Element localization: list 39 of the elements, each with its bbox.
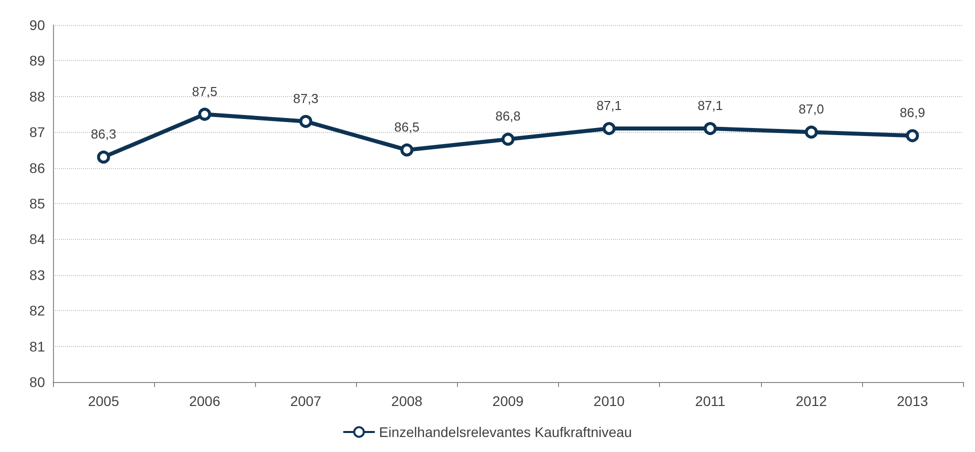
y-tick-label: 87 bbox=[29, 124, 46, 140]
data-label: 86,9 bbox=[900, 105, 926, 120]
point bbox=[906, 129, 919, 142]
y-tick-label: 85 bbox=[29, 196, 46, 212]
x-tick-label: 2010 bbox=[594, 393, 625, 409]
x-tick-label: 2013 bbox=[896, 393, 928, 409]
x-tick-label: 2008 bbox=[391, 393, 423, 409]
data-label: 86,5 bbox=[394, 119, 420, 134]
y-tick-label: 80 bbox=[29, 374, 46, 390]
point bbox=[502, 132, 514, 146]
y-tick-label: 83 bbox=[29, 266, 46, 283]
point bbox=[704, 122, 717, 136]
y-tick-label: 89 bbox=[29, 52, 46, 69]
x-tick-label: 2009 bbox=[492, 393, 524, 409]
data-label: 87,1 bbox=[596, 98, 622, 114]
data-label: 87,5 bbox=[192, 84, 218, 99]
y-tick-label: 90 bbox=[29, 17, 46, 33]
data-label: 86,8 bbox=[495, 108, 521, 124]
legend-label: Einzelhandelsrelevantes Kaufkraftniveau bbox=[379, 424, 632, 440]
x-tick-label: 2005 bbox=[88, 393, 120, 409]
point bbox=[299, 114, 312, 128]
y-tick-label: 82 bbox=[29, 302, 46, 319]
x-tick-label: 2011 bbox=[695, 393, 726, 409]
y-tick-label: 84 bbox=[29, 231, 46, 248]
point bbox=[97, 150, 110, 164]
point bbox=[400, 143, 414, 156]
y-tick-label: 86 bbox=[29, 160, 46, 176]
data-label: 86,3 bbox=[90, 126, 116, 142]
point bbox=[602, 122, 616, 136]
y-tick-label: 88 bbox=[29, 88, 46, 104]
x-tick-label: 2006 bbox=[189, 393, 220, 409]
y-tick-label: 81 bbox=[29, 338, 46, 354]
data-label: 87,3 bbox=[293, 90, 318, 106]
point bbox=[198, 108, 212, 121]
x-tick-label: 2007 bbox=[290, 393, 322, 409]
data-label: 87,0 bbox=[798, 102, 824, 117]
x-tick-label: 2012 bbox=[796, 393, 828, 409]
data-label: 87,1 bbox=[698, 98, 723, 114]
point bbox=[804, 126, 818, 139]
